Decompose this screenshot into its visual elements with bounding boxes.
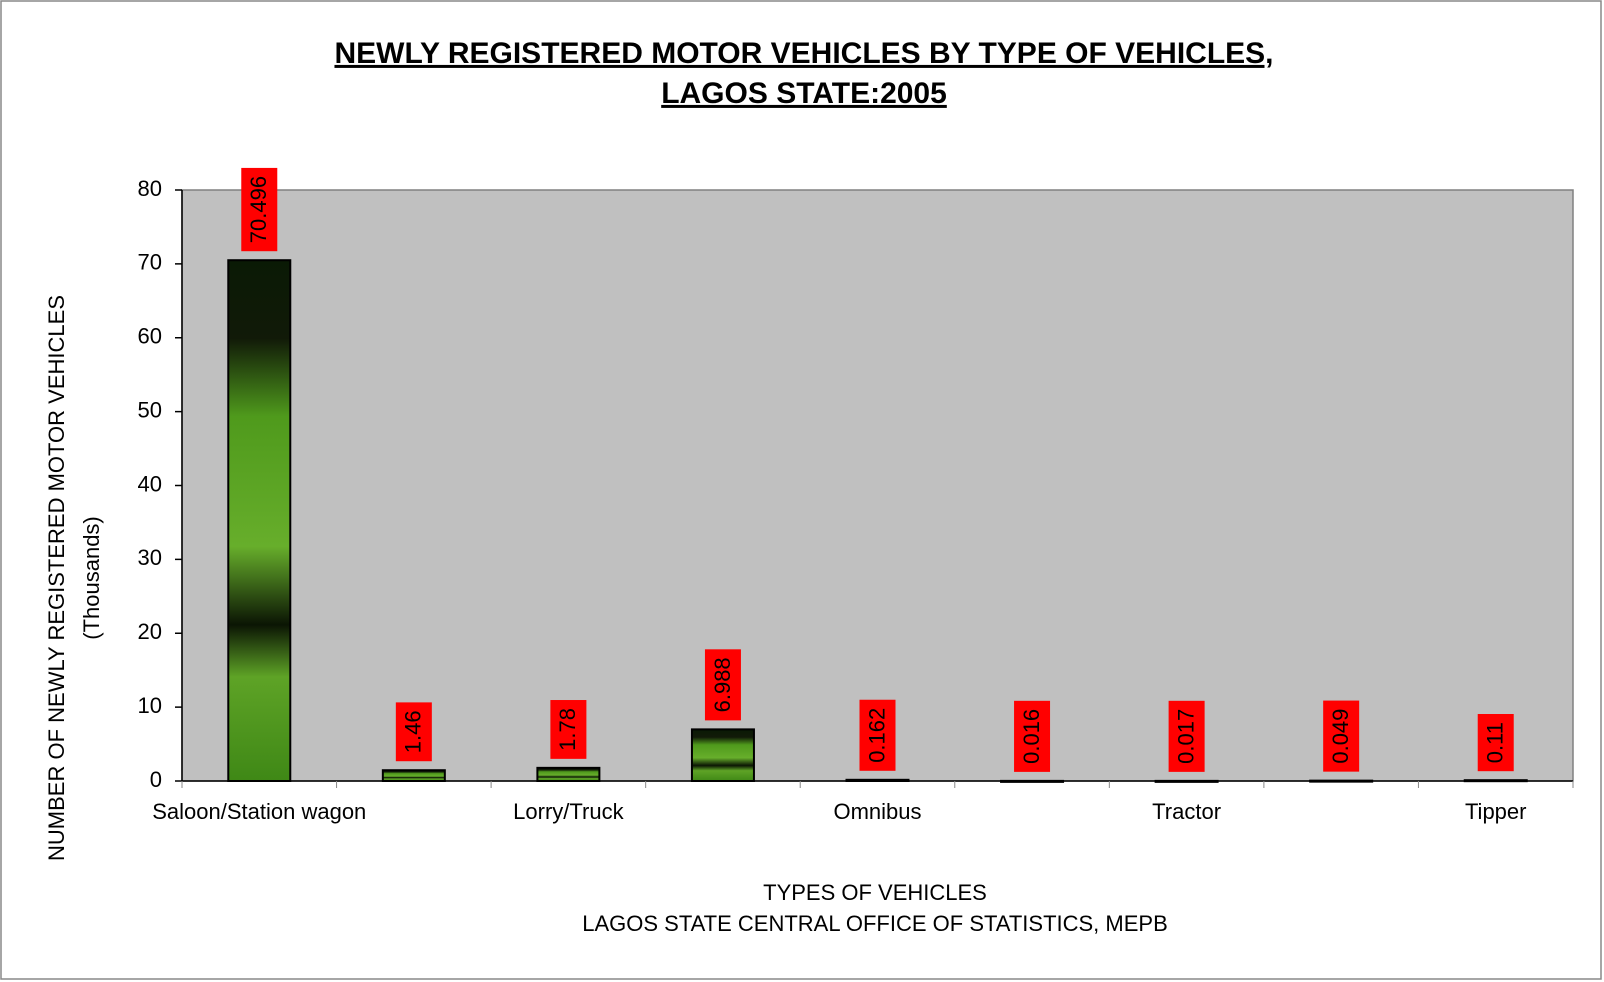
y-tick-label: 80 [138, 176, 162, 201]
value-label: 0.049 [1328, 709, 1353, 764]
value-label-group: 1.46 [396, 702, 432, 761]
x-axis-label: LAGOS STATE CENTRAL OFFICE OF STATISTICS… [582, 911, 1168, 936]
value-label-group: 70.496 [241, 168, 277, 251]
value-label: 0.017 [1173, 709, 1198, 764]
bar [537, 768, 599, 781]
bar [228, 260, 290, 781]
chart: NEWLY REGISTERED MOTOR VEHICLES BY TYPE … [0, 0, 1604, 982]
value-label-group: 0.162 [860, 700, 896, 771]
x-tick-label: Saloon/Station wagon [152, 799, 366, 824]
value-label-group: 1.78 [550, 700, 586, 759]
bar [1310, 781, 1372, 782]
y-tick-label: 20 [138, 619, 162, 644]
value-label-group: 6.988 [705, 649, 741, 720]
value-label: 6.988 [710, 657, 735, 712]
chart-title: LAGOS STATE:2005 [661, 77, 947, 110]
value-label-group: 0.017 [1169, 701, 1205, 772]
value-label: 1.78 [555, 708, 580, 751]
bar [692, 729, 754, 781]
bar [1001, 781, 1063, 782]
x-tick-label: Tractor [1152, 799, 1221, 824]
x-tick-label: Tipper [1465, 799, 1527, 824]
y-axis-label: NUMBER OF NEWLY REGISTERED MOTOR VEHICLE… [44, 295, 69, 861]
value-label: 0.162 [864, 708, 889, 763]
y-tick-label: 0 [150, 767, 162, 792]
y-tick-label: 60 [138, 324, 162, 349]
y-tick-label: 50 [138, 397, 162, 422]
plot-area [182, 190, 1573, 781]
bar [383, 770, 445, 781]
value-label-group: 0.11 [1478, 714, 1514, 771]
value-label-group: 0.049 [1323, 701, 1359, 772]
y-axis-label: (Thousands) [79, 516, 104, 640]
y-tick-label: 40 [138, 471, 162, 496]
x-tick-label: Omnibus [833, 799, 921, 824]
bar [1156, 781, 1218, 782]
chart-title: NEWLY REGISTERED MOTOR VEHICLES BY TYPE … [334, 37, 1273, 70]
value-label: 0.11 [1483, 722, 1508, 763]
value-label-group: 0.016 [1014, 701, 1050, 772]
y-tick-label: 10 [138, 693, 162, 718]
x-axis-label: TYPES OF VEHICLES [763, 880, 987, 905]
value-label: 70.496 [246, 176, 271, 243]
bar [1465, 780, 1527, 781]
x-tick-label: Lorry/Truck [513, 799, 624, 824]
value-label: 0.016 [1019, 709, 1044, 764]
value-label: 1.46 [401, 710, 426, 753]
y-tick-label: 30 [138, 545, 162, 570]
y-tick-label: 70 [138, 250, 162, 275]
bar [847, 780, 909, 781]
